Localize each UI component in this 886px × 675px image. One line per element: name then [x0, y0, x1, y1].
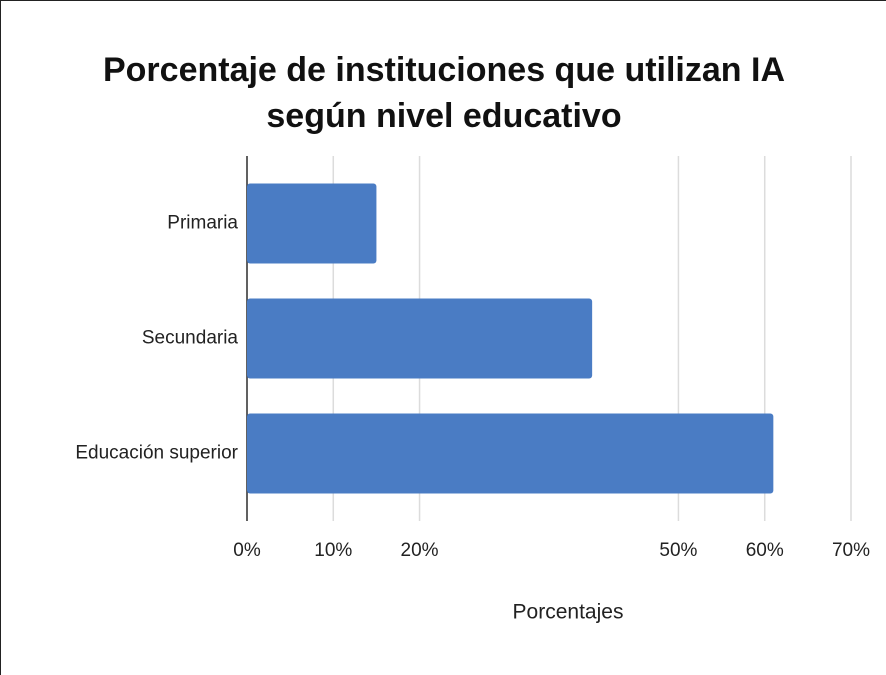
x-tick-label: 10% — [314, 540, 352, 561]
y-tick-label: Primaria — [167, 213, 238, 234]
y-tick-label: Educación superior — [75, 443, 238, 464]
x-tick-label: 0% — [233, 540, 261, 561]
bar — [247, 413, 774, 494]
bar — [247, 183, 377, 264]
x-tick-label: 20% — [401, 540, 439, 561]
x-tick-label: 60% — [746, 540, 784, 561]
x-tick-label: 50% — [659, 540, 697, 561]
chart-title: Porcentaje de instituciones que utilizan… — [102, 51, 785, 135]
x-axis-label: Porcentajes — [513, 601, 624, 624]
x-tick-label: 70% — [832, 540, 870, 561]
bar — [247, 298, 593, 379]
y-tick-label: Secundaria — [142, 328, 239, 349]
